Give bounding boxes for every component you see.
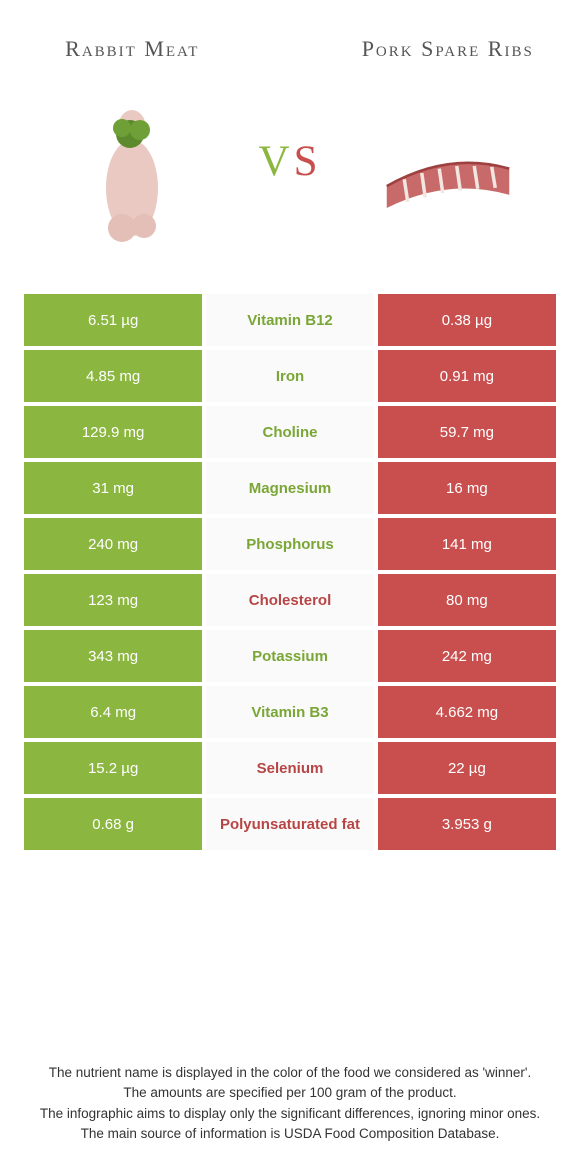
nutrient-name: Selenium [204,740,376,796]
vs-s: s [294,121,322,189]
left-value: 31 mg [22,460,204,516]
right-value: 59.7 mg [376,404,558,460]
right-value: 0.38 µg [376,292,558,348]
vs-v: v [259,121,294,189]
right-value: 22 µg [376,740,558,796]
nutrient-name: Polyunsaturated fat [204,796,376,852]
table-row: 0.68 gPolyunsaturated fat3.953 g [22,796,558,852]
table-row: 31 mgMagnesium16 mg [22,460,558,516]
table-row: 129.9 mgCholine59.7 mg [22,404,558,460]
comparison-table: 6.51 µgVitamin B120.38 µg4.85 mgIron0.91… [20,290,560,854]
left-value: 240 mg [22,516,204,572]
right-value: 4.662 mg [376,684,558,740]
left-value: 0.68 g [22,796,204,852]
left-value: 4.85 mg [22,348,204,404]
right-value: 16 mg [376,460,558,516]
left-value: 15.2 µg [22,740,204,796]
table-row: 343 mgPotassium242 mg [22,628,558,684]
food-left-image [20,86,245,260]
right-value: 0.91 mg [376,348,558,404]
footnote-line: The main source of information is USDA F… [20,1124,560,1144]
food-right-column: Pork Spare Ribs [336,20,561,260]
nutrient-name: Potassium [204,628,376,684]
nutrient-name: Phosphorus [204,516,376,572]
pork-ribs-icon [378,98,518,248]
nutrient-name: Cholesterol [204,572,376,628]
food-left-column: Rabbit Meat [20,20,245,260]
left-value: 6.51 µg [22,292,204,348]
left-value: 123 mg [22,572,204,628]
left-value: 343 mg [22,628,204,684]
footnote-line: The infographic aims to display only the… [20,1104,560,1124]
table-row: 4.85 mgIron0.91 mg [22,348,558,404]
header: Rabbit Meat vs Pork Spare Ribs [20,20,560,260]
table-row: 6.51 µgVitamin B120.38 µg [22,292,558,348]
right-value: 141 mg [376,516,558,572]
nutrient-name: Vitamin B3 [204,684,376,740]
right-value: 242 mg [376,628,558,684]
vs-label: vs [253,124,328,186]
left-value: 6.4 mg [22,684,204,740]
food-right-image [336,86,561,260]
table-row: 240 mgPhosphorus141 mg [22,516,558,572]
right-value: 80 mg [376,572,558,628]
table-row: 123 mgCholesterol80 mg [22,572,558,628]
footnote-line: The nutrient name is displayed in the co… [20,1063,560,1083]
footnotes: The nutrient name is displayed in the co… [20,1035,560,1144]
nutrient-name: Choline [204,404,376,460]
rabbit-meat-icon [62,98,202,248]
food-left-title: Rabbit Meat [65,20,199,78]
table-row: 6.4 mgVitamin B34.662 mg [22,684,558,740]
footnote-line: The amounts are specified per 100 gram o… [20,1083,560,1103]
nutrient-name: Magnesium [204,460,376,516]
nutrient-name: Vitamin B12 [204,292,376,348]
nutrient-name: Iron [204,348,376,404]
food-right-title: Pork Spare Ribs [362,20,534,78]
right-value: 3.953 g [376,796,558,852]
table-row: 15.2 µgSelenium22 µg [22,740,558,796]
left-value: 129.9 mg [22,404,204,460]
